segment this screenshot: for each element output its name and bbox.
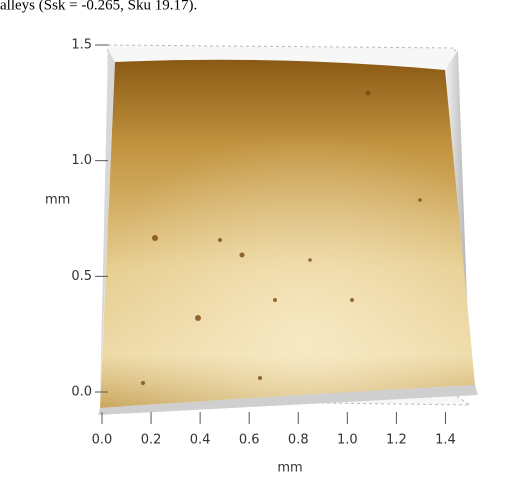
front-wall (98, 385, 478, 415)
y-tick-label: 0.5 (71, 269, 92, 284)
x-tick-label: 1.4 (435, 433, 456, 448)
x-tick-label: 1.2 (386, 433, 407, 448)
y-tick-label: 1.5 (71, 38, 92, 53)
x-tick-label: 0.6 (239, 433, 260, 448)
x-tick-label: 0.0 (92, 433, 113, 448)
x-axis-label: mm (277, 461, 302, 476)
x-tick-label: 0.2 (141, 433, 162, 448)
y-tick-label: 1.0 (71, 153, 92, 168)
x-tick-label: 0.4 (190, 433, 211, 448)
surface-highlight (100, 59, 475, 408)
x-tick-label: 1.0 (337, 433, 358, 448)
surface-plot (98, 44, 478, 415)
y-tick-label: 0.0 (71, 385, 92, 400)
y-axis-label: mm (45, 193, 70, 208)
caption: alleys (Ssk = -0.265, Sku 19.17). (0, 0, 197, 13)
surface-spots (141, 90, 422, 385)
left-wall (100, 50, 115, 400)
x-tick-label: 0.8 (288, 433, 309, 448)
right-wall (445, 50, 475, 390)
